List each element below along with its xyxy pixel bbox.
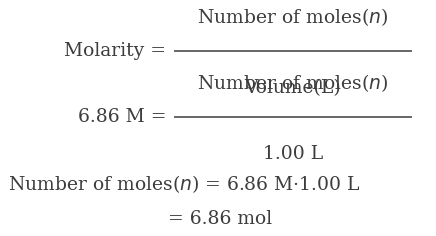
Text: Molarity =: Molarity = [64, 42, 172, 60]
Text: Number of moles($\mathit{n}$): Number of moles($\mathit{n}$) [198, 72, 388, 94]
Text: = 6.86 mol: = 6.86 mol [168, 211, 272, 228]
Text: 1.00 L: 1.00 L [263, 145, 323, 163]
Text: Number of moles($\mathit{n}$) = 6.86 M·1.00 L: Number of moles($\mathit{n}$) = 6.86 M·1… [8, 173, 360, 195]
Text: 6.86 M =: 6.86 M = [78, 108, 172, 126]
Text: Volume(L): Volume(L) [245, 79, 341, 97]
Text: Number of moles($\mathit{n}$): Number of moles($\mathit{n}$) [198, 6, 388, 28]
